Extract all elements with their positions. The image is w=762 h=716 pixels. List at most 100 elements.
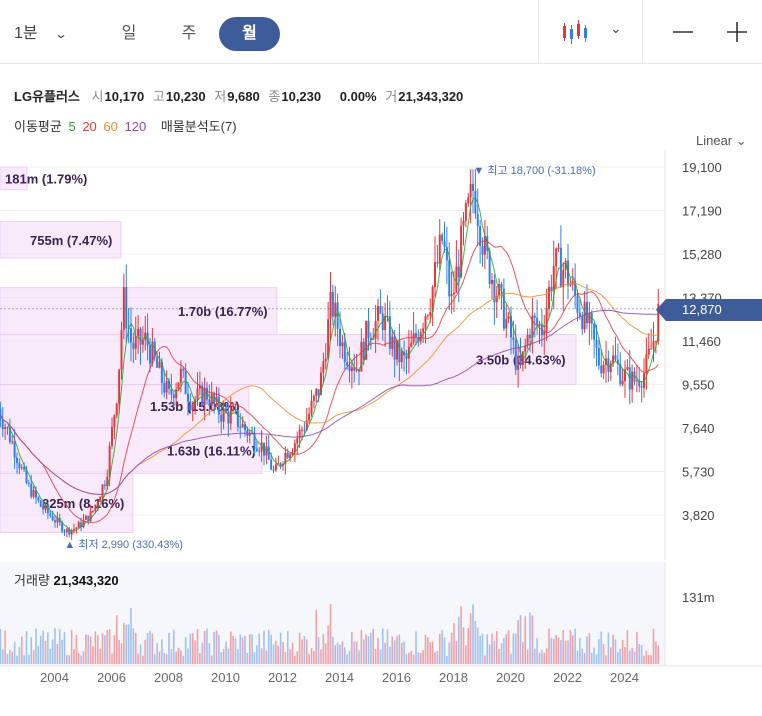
volume-bar bbox=[503, 638, 505, 664]
candle-body bbox=[640, 386, 643, 388]
period-day-tab[interactable]: 일 bbox=[121, 25, 137, 42]
high-label: 고 bbox=[152, 89, 165, 104]
volume-bar bbox=[85, 634, 87, 664]
volume-bar bbox=[75, 634, 78, 664]
time-tick-label: 2018 bbox=[439, 670, 468, 685]
volume-bar bbox=[16, 655, 18, 664]
candle-body bbox=[597, 347, 600, 366]
candle-body bbox=[232, 408, 235, 411]
interval-dropdown[interactable]: 1분 ⌄ bbox=[14, 17, 68, 51]
candle-body bbox=[481, 246, 484, 255]
volume-bar bbox=[58, 629, 61, 664]
volume-bar bbox=[35, 628, 37, 664]
candle-body bbox=[317, 388, 320, 395]
candle-body bbox=[327, 319, 330, 359]
volume-bar bbox=[294, 655, 296, 664]
time-tick-label: 2020 bbox=[496, 670, 525, 685]
candle-body bbox=[360, 341, 363, 372]
interval-label: 1분 bbox=[14, 25, 38, 42]
candle-body bbox=[609, 363, 612, 372]
moving-average-legend[interactable]: 이동평균 5 20 60 120 매물분석도(7) bbox=[14, 116, 240, 135]
low-label: 저 bbox=[214, 89, 227, 104]
volume-bar bbox=[419, 652, 422, 664]
volume-bar bbox=[633, 651, 636, 664]
price-tick-label: 17,190 bbox=[682, 204, 722, 219]
volume-bar bbox=[377, 637, 379, 664]
candle-body bbox=[182, 368, 185, 371]
candle-body bbox=[189, 401, 192, 410]
candle-body bbox=[407, 346, 410, 359]
volume-bar bbox=[498, 649, 500, 664]
volume-bar bbox=[541, 649, 543, 664]
candle-body bbox=[168, 381, 170, 389]
candle-body bbox=[398, 340, 401, 363]
volume-profile-label: 755m (7.47%) bbox=[30, 233, 112, 248]
low-value: 9,680 bbox=[227, 89, 260, 104]
candle-body bbox=[187, 393, 189, 402]
volume-bar bbox=[512, 633, 515, 664]
candle-body bbox=[355, 369, 358, 371]
volume-bar bbox=[80, 655, 82, 664]
volume-bar bbox=[605, 655, 607, 664]
volume-bar bbox=[237, 649, 239, 664]
volume-bar bbox=[474, 621, 477, 664]
time-tick-label: 2024 bbox=[610, 670, 639, 685]
volume-bar bbox=[655, 641, 657, 664]
candle-body bbox=[286, 452, 289, 459]
chart-type-chevron-icon[interactable]: ⌄ bbox=[610, 20, 622, 36]
volume-bar bbox=[206, 628, 208, 664]
volume-bar bbox=[101, 633, 104, 664]
candle-body bbox=[441, 234, 444, 241]
volume-bar bbox=[403, 641, 405, 664]
candle-body bbox=[460, 225, 463, 277]
volume-bar bbox=[315, 610, 318, 664]
volume-bar bbox=[436, 650, 439, 664]
volume-bar bbox=[624, 647, 626, 664]
time-tick-label: 2016 bbox=[382, 670, 411, 685]
candle-body bbox=[96, 501, 99, 505]
volume-bar bbox=[493, 640, 496, 664]
candle-body bbox=[324, 358, 327, 362]
zoom-out-icon[interactable] bbox=[672, 17, 694, 47]
candle-body bbox=[581, 316, 584, 330]
volume-bar bbox=[203, 630, 206, 664]
volume-panel-value: 21,343,320 bbox=[53, 573, 119, 588]
scale-mode-dropdown[interactable]: Linear ⌄ bbox=[696, 133, 747, 149]
candle-body bbox=[49, 513, 52, 516]
period-month-tab[interactable]: 월 bbox=[219, 17, 280, 51]
ma-line-20 bbox=[0, 239, 659, 524]
candle-body bbox=[483, 236, 486, 255]
candle-body bbox=[301, 429, 303, 431]
volume-bar bbox=[177, 647, 180, 664]
candle-body bbox=[578, 312, 581, 317]
volume-bar bbox=[42, 630, 44, 664]
candlestick-icon[interactable] bbox=[560, 17, 590, 47]
volume-bar bbox=[63, 632, 66, 664]
volume-bar bbox=[645, 650, 648, 664]
volume-bar bbox=[552, 638, 555, 664]
volume-value: 21,343,320 bbox=[398, 89, 464, 104]
volume-bar bbox=[25, 631, 28, 664]
candle-body bbox=[170, 388, 173, 395]
volume-bar bbox=[82, 651, 85, 664]
volume-bar bbox=[548, 628, 550, 664]
period-week-tab[interactable]: 주 bbox=[181, 25, 197, 42]
price-tick-label: 3,820 bbox=[682, 508, 715, 523]
candle-body bbox=[476, 213, 479, 227]
volume-bar bbox=[453, 622, 455, 664]
zoom-in-icon[interactable] bbox=[726, 17, 748, 47]
toolbar-divider bbox=[642, 0, 643, 64]
volume-bar bbox=[427, 637, 429, 664]
volume-bar bbox=[277, 645, 280, 664]
volume-bar bbox=[275, 640, 277, 664]
volume-bar bbox=[1, 649, 4, 664]
volume-bar bbox=[370, 632, 372, 664]
candle-body bbox=[377, 305, 379, 321]
candle-body bbox=[526, 334, 529, 346]
toolbar-divider bbox=[538, 0, 539, 64]
volume-bar bbox=[225, 641, 227, 664]
volume-bar bbox=[139, 644, 142, 664]
volume-bar bbox=[465, 645, 467, 664]
candle-body bbox=[624, 369, 626, 382]
